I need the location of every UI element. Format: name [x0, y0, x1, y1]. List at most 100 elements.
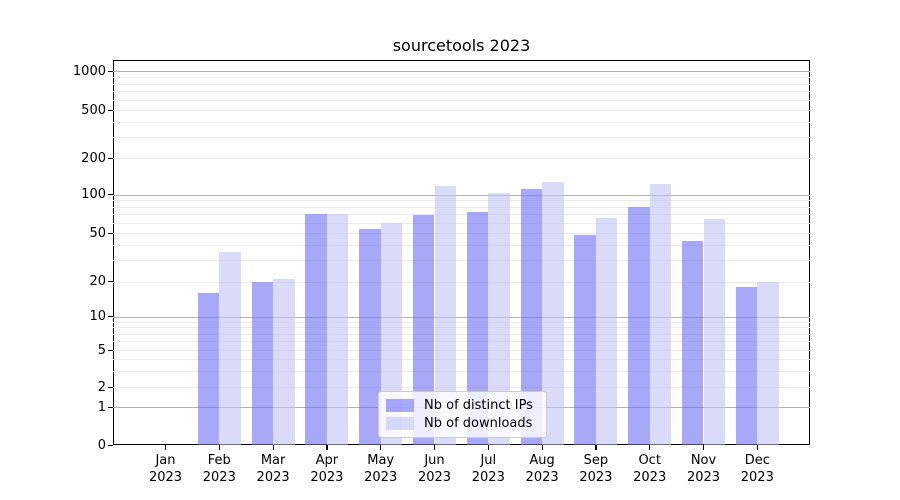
x-tick-mark	[487, 445, 489, 450]
y-tick-label: 500	[81, 102, 106, 118]
y-tick-label: 1000	[72, 63, 106, 79]
gridline-minor	[113, 222, 810, 224]
y-tick-mark	[108, 194, 113, 196]
x-tick-label: Apr 2023	[310, 453, 344, 485]
y-tick-mark	[108, 157, 113, 159]
x-tick-label: Aug 2023	[525, 453, 559, 485]
gridline-minor	[113, 110, 810, 111]
bar-distinct-ips-may	[359, 228, 381, 445]
bar-distinct-ips-aug	[520, 188, 543, 445]
bar-distinct-ips-apr	[305, 214, 327, 445]
bar-downloads-jul	[488, 193, 510, 445]
gridline-minor	[113, 136, 810, 138]
x-tick-mark	[433, 445, 436, 450]
y-tick-mark	[108, 281, 113, 283]
legend-label-distinct-ips: Nb of distinct IPs	[424, 398, 533, 413]
y-tick-mark	[108, 109, 113, 111]
y-tick-label: 200	[81, 150, 106, 166]
y-tick-mark	[108, 444, 113, 446]
y-tick-mark	[108, 70, 113, 72]
bar-distinct-ips-feb	[197, 292, 220, 445]
x-tick-mark	[541, 445, 543, 450]
bar-distinct-ips-jun	[412, 215, 435, 445]
x-tick-label: Jul 2023	[471, 453, 505, 485]
x-tick-mark	[326, 445, 328, 450]
gridline-minor	[113, 83, 810, 85]
bar-downloads-dec	[757, 281, 779, 445]
legend-swatch-downloads-icon	[386, 417, 414, 430]
gridline-minor	[113, 387, 810, 388]
legend-swatch-distinct-ips-icon	[386, 399, 414, 412]
gridline-minor	[113, 370, 810, 372]
bar-distinct-ips-dec	[735, 286, 758, 445]
gridline-minor	[113, 233, 810, 234]
y-tick-mark	[108, 386, 113, 388]
bar-downloads-aug	[542, 182, 564, 445]
x-tick-label: Oct 2023	[633, 453, 667, 485]
y-tick-label: 2	[97, 379, 106, 395]
gridline-minor	[113, 260, 810, 262]
gridline-major	[113, 194, 810, 196]
gridline-minor	[113, 214, 810, 216]
bar-downloads-jun	[434, 185, 457, 445]
bar-distinct-ips-mar	[251, 281, 274, 445]
gridline-minor	[113, 281, 810, 283]
legend-item-distinct-ips: Nb of distinct IPs	[386, 398, 539, 413]
gridline-minor	[113, 76, 810, 78]
y-tick-label: 20	[89, 274, 106, 289]
gridline-minor	[113, 244, 810, 246]
bar-distinct-ips-jul	[466, 211, 489, 445]
y-tick-mark	[108, 349, 113, 351]
bar-distinct-ips-nov	[681, 240, 704, 445]
gridline-minor	[113, 200, 810, 202]
legend-item-downloads: Nb of downloads	[386, 416, 539, 431]
gridline-minor	[113, 121, 810, 123]
y-tick-label: 0	[97, 437, 106, 453]
x-tick-mark	[756, 445, 758, 450]
bar-distinct-ips-oct	[628, 206, 650, 445]
x-tick-mark	[272, 445, 274, 450]
gridline-minor	[113, 321, 810, 323]
y-tick-mark	[108, 406, 113, 408]
x-tick-label: Sep 2023	[579, 453, 613, 485]
y-tick-label: 5	[97, 342, 106, 358]
bar-downloads-oct	[649, 184, 672, 445]
x-tick-label: Feb 2023	[202, 453, 236, 485]
y-tick-label: 50	[89, 225, 106, 241]
y-tick-label: 10	[89, 309, 106, 324]
bar-distinct-ips-sep	[574, 235, 596, 445]
gridline-major	[113, 316, 810, 318]
gridline-minor	[113, 158, 810, 159]
bar-downloads-sep	[595, 217, 618, 445]
x-tick-mark	[164, 445, 167, 450]
legend: Nb of distinct IPs Nb of downloads	[378, 391, 547, 438]
gridline-minor	[113, 341, 810, 343]
x-tick-mark	[380, 445, 382, 450]
bar-downloads-may	[380, 222, 403, 445]
x-tick-mark	[218, 445, 220, 450]
legend-label-downloads: Nb of downloads	[424, 416, 533, 431]
x-tick-mark	[702, 445, 705, 450]
gridline-minor	[113, 350, 810, 351]
chart-title: sourcetools 2023	[392, 36, 531, 55]
x-tick-mark	[595, 445, 597, 450]
gridline-major	[113, 71, 810, 72]
x-tick-mark	[649, 445, 651, 450]
y-tick-mark	[108, 316, 113, 318]
bar-downloads-feb	[219, 251, 241, 445]
x-tick-label: Jan 2023	[148, 453, 183, 485]
x-tick-label: Jun 2023	[417, 453, 452, 485]
y-tick-mark	[108, 232, 113, 234]
gridline-minor	[113, 99, 810, 101]
gridline-minor	[113, 359, 810, 360]
x-tick-label: Nov 2023	[686, 453, 721, 485]
gridline-minor	[113, 327, 810, 329]
bar-downloads-mar	[273, 278, 295, 445]
x-tick-label: Mar 2023	[256, 453, 290, 485]
y-tick-label: 1	[97, 399, 106, 415]
gridline-minor	[113, 333, 810, 335]
gridline-minor	[113, 91, 810, 93]
x-tick-label: Dec 2023	[740, 453, 774, 485]
x-tick-label: May 2023	[364, 453, 398, 485]
